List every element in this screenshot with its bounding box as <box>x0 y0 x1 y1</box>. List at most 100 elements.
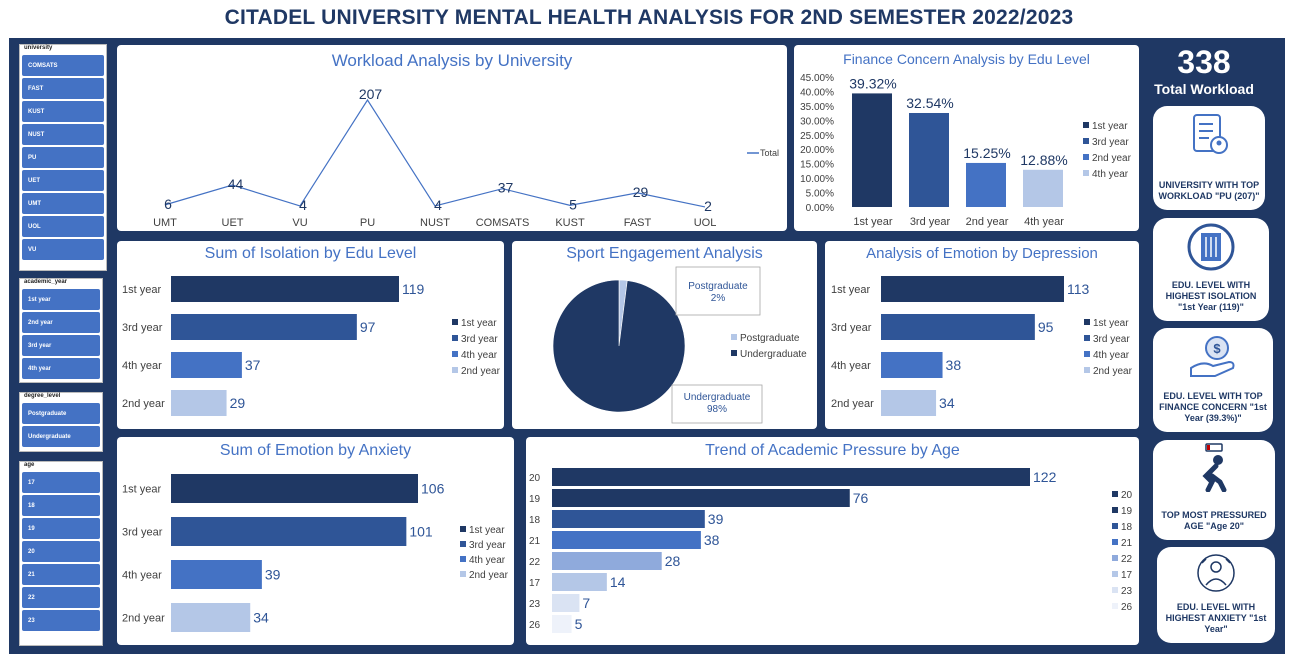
bar <box>881 390 937 416</box>
slicer-item[interactable]: VU <box>22 239 104 260</box>
y-tick-label: 4th year <box>122 570 162 582</box>
slicer-item[interactable]: 2nd year <box>22 312 100 333</box>
bar <box>171 560 262 589</box>
slicer-item[interactable]: FAST <box>22 78 104 99</box>
y-tick-label: 45.00% <box>800 73 834 84</box>
data-label: 207 <box>359 86 383 102</box>
chart-title: Finance Concern Analysis by Edu Level <box>843 51 1090 67</box>
x-tick-label: NUST <box>420 217 450 229</box>
slicer-header: university <box>24 45 53 51</box>
slicer-academic-year[interactable]: academic_year 1st year 2nd year 3rd year… <box>19 278 103 383</box>
slicer-item[interactable]: 17 <box>22 472 100 493</box>
legend-swatch <box>1084 351 1090 357</box>
data-label: 38 <box>946 357 962 373</box>
slicer-header: age <box>24 462 35 468</box>
bar <box>171 390 227 416</box>
legend-swatch <box>1112 507 1118 513</box>
card-text: EDU. LEVEL WITH HIGHEST ANXIETY "1st Yea… <box>1165 602 1267 634</box>
slicer-item[interactable]: 21 <box>22 564 100 585</box>
bar <box>552 552 662 570</box>
bar <box>552 489 850 507</box>
bar <box>552 531 701 549</box>
slicer-item[interactable]: 22 <box>22 587 100 608</box>
slicer-item[interactable]: KUST <box>22 101 104 122</box>
legend-swatch <box>452 351 458 357</box>
legend-label: 4th year <box>1092 169 1129 180</box>
data-label: 95 <box>1038 319 1054 335</box>
slicer-item[interactable]: UET <box>22 170 104 191</box>
slicer-age[interactable]: age 17 18 19 20 21 22 23 <box>19 461 103 646</box>
x-tick-label: UOL <box>694 217 717 229</box>
slicer-item[interactable]: COMSATS <box>22 55 104 76</box>
slicer-degree-level[interactable]: degree_level Postgraduate Undergraduate <box>19 392 103 452</box>
data-label: 113 <box>1067 281 1090 297</box>
legend-swatch <box>1112 491 1118 497</box>
legend-label: 1st year <box>469 525 505 536</box>
legend-swatch <box>452 367 458 373</box>
bar <box>552 615 572 633</box>
y-tick-label: 30.00% <box>800 116 834 127</box>
bar <box>852 93 892 207</box>
slicer-item[interactable]: 1st year <box>22 289 100 310</box>
legend-swatch <box>452 319 458 325</box>
y-tick-label: 2nd year <box>122 613 165 625</box>
pressure-bar-chart: 20 122 19 76 18 39 21 38 22 28 17 14 23 7 26 5 20 19 18 21 2… <box>529 468 1133 633</box>
data-label: 76 <box>853 490 869 506</box>
legend-label: 3rd year <box>1093 334 1130 345</box>
slicer-item[interactable]: Undergraduate <box>22 426 100 447</box>
x-tick-label: 3rd year <box>910 216 951 228</box>
legend-swatch <box>731 350 737 356</box>
data-label: 34 <box>939 395 955 411</box>
slicer-item[interactable]: 3rd year <box>22 335 100 356</box>
bar <box>909 112 949 207</box>
tired-person-icon <box>1202 443 1227 492</box>
data-label: 34 <box>253 610 269 626</box>
slicer-item[interactable]: PU <box>22 147 104 168</box>
panel-depression: Analysis of Emotion by Depression 1st ye… <box>825 241 1139 429</box>
y-tick-label: 3rd year <box>122 322 163 334</box>
slicer-item[interactable]: 19 <box>22 518 100 539</box>
legend-label: 22 <box>1121 554 1133 565</box>
slicer-items: COMSATS FAST KUST NUST PU UET UMT UOL VU <box>20 55 106 260</box>
slicer-header: degree_level <box>24 393 61 399</box>
slicer-item[interactable]: 4th year <box>22 358 100 379</box>
data-label: 7 <box>582 595 590 611</box>
anxiety-bar-chart: 1st year 106 3rd year 101 4th year 39 2nd year… <box>122 474 509 632</box>
y-tick-label: 10.00% <box>800 174 834 185</box>
legend-label: 3rd year <box>469 540 506 551</box>
legend-label: Postgraduate <box>740 333 800 344</box>
legend-label: 23 <box>1121 586 1133 597</box>
y-tick-label: 0.00% <box>806 203 834 214</box>
legend-swatch <box>460 571 466 577</box>
slicer-item[interactable]: UOL <box>22 216 104 237</box>
data-label: 29 <box>230 395 246 411</box>
slicer-university[interactable]: university COMSATS FAST KUST NUST PU UET… <box>19 44 107 271</box>
callout-value: 98% <box>707 404 727 415</box>
bar <box>881 276 1064 302</box>
bar <box>552 510 705 528</box>
data-label: 2 <box>704 198 712 214</box>
slicer-item[interactable]: 20 <box>22 541 100 562</box>
data-label: 97 <box>360 319 376 335</box>
slicer-item[interactable]: 23 <box>22 610 100 631</box>
slicer-item[interactable]: 18 <box>22 495 100 516</box>
slicer-item[interactable]: Postgraduate <box>22 403 100 424</box>
data-label: 39 <box>708 511 724 527</box>
y-tick-label: 20.00% <box>800 145 834 156</box>
data-label: 44 <box>228 176 244 192</box>
svg-text:$: $ <box>1213 341 1221 356</box>
bar <box>552 468 1030 486</box>
legend-swatch <box>1112 539 1118 545</box>
card-text: EDU. LEVEL WITH HIGHEST ISOLATION "1st Y… <box>1165 280 1257 312</box>
data-label: 122 <box>1033 469 1057 485</box>
x-tick-label: UET <box>222 217 244 229</box>
panel-sport: Sport Engagement Analysis Postgraduate 2%… <box>512 241 817 429</box>
data-label: 39.32% <box>849 75 896 91</box>
chart-title: Sum of Isolation by Edu Level <box>204 245 417 262</box>
x-tick-label: 4th year <box>1024 216 1064 228</box>
legend-label: Total <box>760 148 779 158</box>
y-tick-label: 22 <box>529 557 541 568</box>
bar <box>1023 169 1063 207</box>
slicer-item[interactable]: UMT <box>22 193 104 214</box>
slicer-item[interactable]: NUST <box>22 124 104 145</box>
